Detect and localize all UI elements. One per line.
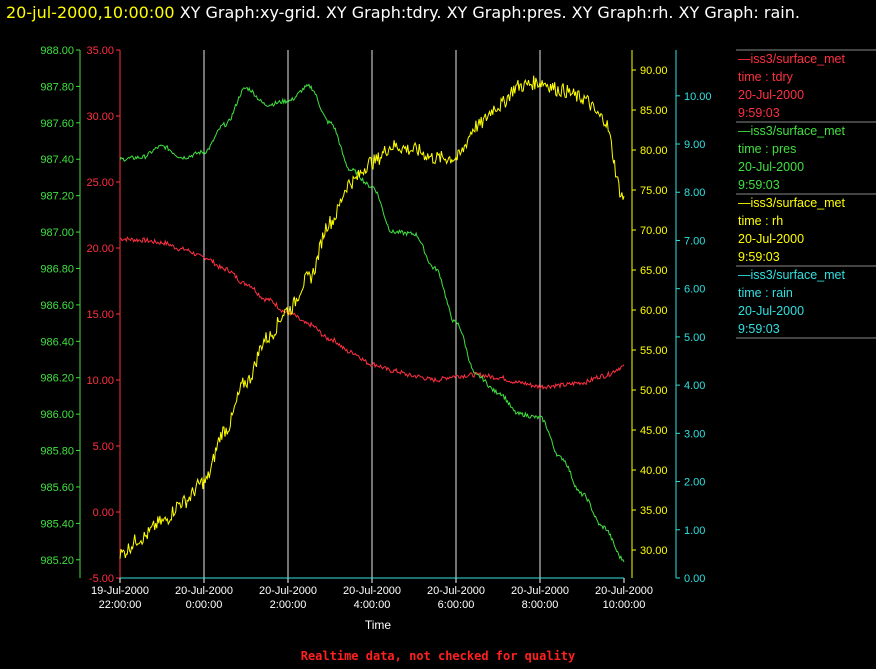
legend-label-rh: time : rh: [738, 214, 783, 228]
rh-tick-label-2: 40.00: [640, 465, 668, 477]
x-tick-time-0: 22:00:00: [99, 599, 142, 611]
legend-source-rh: —iss3/surface_met: [738, 196, 846, 210]
rh-tick-label-10: 80.00: [640, 145, 668, 157]
legend-source-tdry: —iss3/surface_met: [738, 52, 846, 66]
tdry-tick-label-0: -5.00: [89, 573, 114, 585]
header-title: 20-jul-2000,10:00:00 XY Graph:xy-grid. X…: [6, 1, 868, 24]
x-tick-date-2: 20-Jul-2000: [259, 585, 317, 597]
x-tick-date-4: 20-Jul-2000: [427, 585, 485, 597]
x-axis-label: Time: [365, 618, 392, 632]
tdry-tick-label-8: 35.00: [86, 45, 114, 57]
legend-time-pres: 9:59:03: [738, 178, 780, 192]
legend-label-pres: time : pres: [738, 142, 796, 156]
rh-tick-label-7: 65.00: [640, 265, 668, 277]
header-timestamp: 20-jul-2000,10:00:00: [6, 3, 175, 22]
pres-tick-label-2: 985.60: [40, 482, 74, 494]
pres-tick-label-11: 987.40: [40, 154, 74, 166]
rain-tick-label-7: 7.00: [684, 235, 705, 247]
rh-tick-label-8: 70.00: [640, 225, 668, 237]
rain-tick-label-2: 2.00: [684, 477, 705, 489]
pres-tick-label-14: 988.00: [40, 45, 74, 57]
pres-tick-label-4: 986.00: [40, 409, 74, 421]
tdry-tick-label-1: 0.00: [93, 507, 114, 519]
pres-tick-label-10: 987.20: [40, 191, 74, 203]
legend-time-tdry: 9:59:03: [738, 106, 780, 120]
rh-tick-label-9: 75.00: [640, 185, 668, 197]
pres-tick-label-3: 985.80: [40, 446, 74, 458]
legend-date-rh: 20-Jul-2000: [738, 232, 804, 246]
rain-tick-label-3: 3.00: [684, 428, 705, 440]
x-tick-date-5: 20-Jul-2000: [511, 585, 569, 597]
x-tick-time-3: 4:00:00: [354, 599, 391, 611]
rain-tick-label-1: 1.00: [684, 525, 705, 537]
legend-time-rh: 9:59:03: [738, 250, 780, 264]
x-tick-date-0: 19-Jul-2000: [91, 585, 149, 597]
pres-tick-label-6: 986.40: [40, 336, 74, 348]
x-tick-time-4: 6:00:00: [438, 599, 475, 611]
rh-tick-label-3: 45.00: [640, 425, 668, 437]
x-tick-time-2: 2:00:00: [270, 599, 307, 611]
legend-date-tdry: 20-Jul-2000: [738, 88, 804, 102]
rh-tick-label-12: 90.00: [640, 65, 668, 77]
quality-footer: Realtime data, not checked for quality: [300, 649, 576, 663]
rain-tick-label-6: 6.00: [684, 284, 705, 296]
rh-tick-label-1: 35.00: [640, 505, 668, 517]
tdry-tick-label-6: 25.00: [86, 177, 114, 189]
tdry-tick-label-7: 30.00: [86, 111, 114, 123]
pres-tick-label-8: 986.80: [40, 263, 74, 275]
legend-label-tdry: time : tdry: [738, 70, 794, 84]
pres-tick-label-5: 986.20: [40, 373, 74, 385]
rain-tick-label-10: 10.00: [684, 91, 712, 103]
rh-tick-label-4: 50.00: [640, 385, 668, 397]
rain-tick-label-8: 8.00: [684, 187, 705, 199]
tdry-tick-label-2: 5.00: [93, 441, 114, 453]
series-line-tdry: [119, 236, 625, 390]
legend-source-pres: —iss3/surface_met: [738, 124, 846, 138]
legend-label-rain: time : rain: [738, 286, 793, 300]
legend-date-pres: 20-Jul-2000: [738, 160, 804, 174]
pres-tick-label-9: 987.00: [40, 227, 74, 239]
tdry-tick-label-5: 20.00: [86, 243, 114, 255]
header-graph-list: XY Graph:xy-grid. XY Graph:tdry. XY Grap…: [179, 3, 800, 22]
legend-source-rain: —iss3/surface_met: [738, 268, 846, 282]
rain-tick-label-5: 5.00: [684, 332, 705, 344]
x-tick-date-6: 20-Jul-2000: [595, 585, 653, 597]
x-tick-time-6: 10:00:00: [603, 599, 646, 611]
tdry-tick-label-3: 10.00: [86, 375, 114, 387]
pres-tick-label-0: 985.20: [40, 555, 74, 567]
series-line-rh: [119, 75, 625, 559]
pres-tick-label-1: 985.40: [40, 518, 74, 530]
legend-time-rain: 9:59:03: [738, 322, 780, 336]
tdry-tick-label-4: 15.00: [86, 309, 114, 321]
pres-tick-label-7: 986.60: [40, 300, 74, 312]
x-tick-time-1: 0:00:00: [186, 599, 223, 611]
x-tick-date-1: 20-Jul-2000: [175, 585, 233, 597]
x-tick-date-3: 20-Jul-2000: [343, 585, 401, 597]
legend-date-rain: 20-Jul-2000: [738, 304, 804, 318]
series-line-pres: [119, 83, 625, 563]
pres-tick-label-12: 987.60: [40, 118, 74, 130]
rh-tick-label-11: 85.00: [640, 105, 668, 117]
x-tick-time-5: 8:00:00: [522, 599, 559, 611]
rh-tick-label-5: 55.00: [640, 345, 668, 357]
rain-tick-label-0: 0.00: [684, 573, 705, 585]
pres-tick-label-13: 987.80: [40, 81, 74, 93]
rain-tick-label-4: 4.00: [684, 380, 705, 392]
rh-tick-label-0: 30.00: [640, 545, 668, 557]
rain-tick-label-9: 9.00: [684, 139, 705, 151]
rh-tick-label-6: 60.00: [640, 305, 668, 317]
